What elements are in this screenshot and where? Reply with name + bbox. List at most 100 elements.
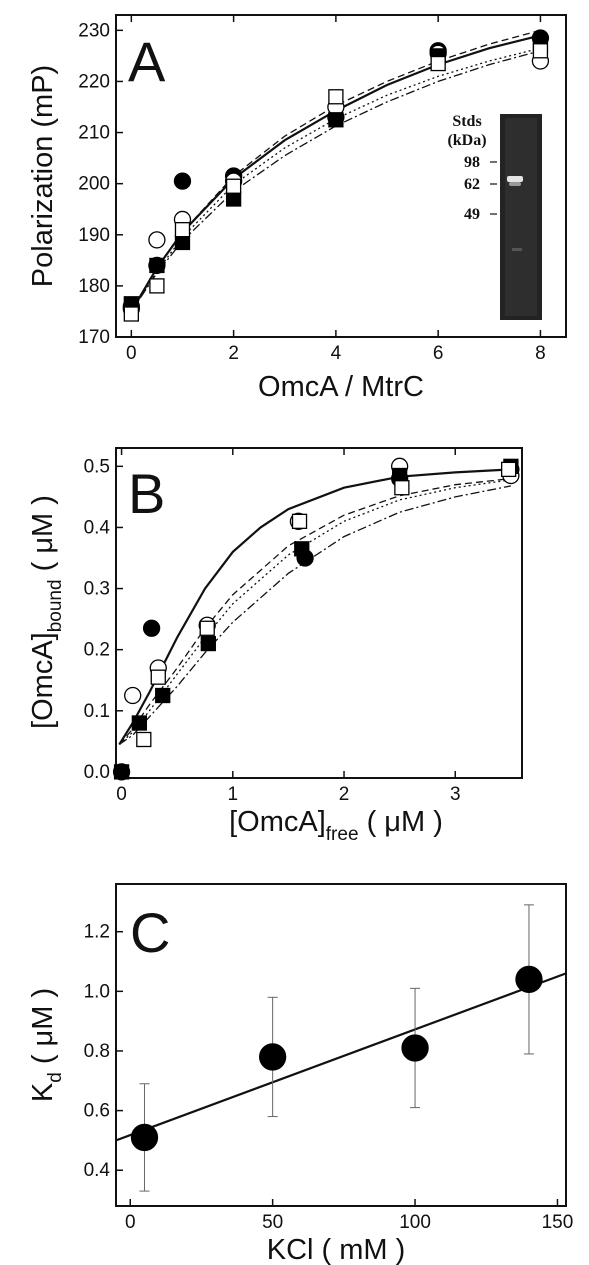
- panel-a-y-tick-label-0: 170: [78, 327, 110, 348]
- panel-b-point-filled-square: [294, 541, 310, 557]
- panel-a-y-tick-label-6: 230: [78, 20, 110, 41]
- panel-b-y-label-sub: bound: [45, 579, 66, 632]
- panel-a-point-open-square: [430, 55, 446, 72]
- panel-a: A 0 2 4 6 8 170 180 190 200 210 220 230 OmcA / MtrC…: [27, 14, 567, 403]
- panel-b-fit-dashed: [118, 477, 511, 745]
- panel-a-point-open-circle: [148, 231, 166, 249]
- panel-a-point-open-square: [174, 222, 191, 238]
- panel-b-x-tick-label-0: 0: [116, 784, 127, 805]
- panel-a-point-filled-circle: [173, 172, 192, 190]
- panel-c-y-label-sub: d: [45, 1072, 66, 1083]
- panel-a-frame: [115, 14, 567, 338]
- gel-inset-unit: (kDa): [447, 132, 486, 149]
- gel-lane-inner: [505, 118, 537, 316]
- panel-b-fit-dashdot: [118, 485, 512, 745]
- panel-a-data-points: [122, 29, 550, 322]
- panel-a-letter: A: [128, 30, 166, 93]
- gel-faint-band: [512, 248, 522, 251]
- panel-a-x-tick-label-0: 0: [126, 343, 137, 364]
- panel-a-point-open-square: [328, 89, 344, 105]
- panel-b-point-open-square: [150, 669, 166, 685]
- panel-a-y-tick-label-3: 200: [78, 174, 110, 195]
- panel-b-y-tick-label-5: 0.5: [84, 456, 110, 477]
- panel-c-y-tick-label-4: 1.2: [84, 922, 110, 943]
- panel-b-point-filled-square: [155, 687, 171, 704]
- panel-a-point-open-square: [225, 178, 242, 194]
- panel-c-y-tick-label-1: 0.6: [84, 1101, 110, 1122]
- panel-a-ticks: 0 2 4 6 8 170 180 190 200 210 220 230: [78, 15, 546, 364]
- panel-b-point-open-square: [136, 731, 152, 748]
- panel-b-point-open-square: [501, 461, 517, 478]
- panel-a-y-axis-label: Polarization (mP): [27, 65, 59, 287]
- panel-a-point-filled-square: [174, 234, 191, 251]
- panel-a-point-filled-square: [149, 257, 165, 274]
- panel-b-x-axis-label: [OmcA]free ( μM ): [229, 806, 443, 845]
- panel-b-x-label-unit: ( μM ): [359, 806, 443, 838]
- panel-c-y-label-main: K: [27, 1082, 59, 1102]
- panel-a-y-tick-label-1: 180: [78, 276, 110, 297]
- panel-c-point-filled-circle: [130, 1123, 159, 1152]
- panel-b-frame: [115, 447, 523, 779]
- panel-a-point-filled-square: [328, 112, 344, 128]
- panel-b-letter: B: [128, 462, 165, 525]
- panel-c-y-axis-label: Kd ( μM ): [27, 988, 66, 1102]
- panel-a-y-tick-label-4: 210: [78, 123, 110, 144]
- panel-a-point-open-square: [149, 278, 165, 294]
- panel-a-fit-dashed: [130, 29, 541, 312]
- gel-marker-98: 98: [464, 154, 480, 171]
- panel-b-y-axis-label: [OmcA]bound ( μM ): [27, 495, 66, 729]
- panel-b-point-filled-square: [200, 635, 216, 652]
- panel-b-x-tick-label-3: 3: [450, 784, 461, 805]
- panel-c-y-tick-label-0: 0.4: [84, 1160, 111, 1181]
- panel-c-y-tick-label-3: 1.0: [84, 981, 110, 1002]
- gel-band-shadow: [509, 182, 521, 186]
- panel-a-point-open-square: [123, 306, 139, 322]
- panel-b-fit-solid: [118, 468, 511, 745]
- panel-b-y-tick-label-1: 0.1: [84, 701, 110, 722]
- panel-c-frame: [115, 883, 567, 1207]
- panel-b-y-label-unit: ( μM ): [27, 495, 59, 579]
- panel-c-ticks: 0 50 100 150 0.4 0.6 0.8 1.0 1.2: [84, 922, 574, 1233]
- panel-a-x-axis-label: OmcA / MtrC: [258, 371, 424, 403]
- gel-band: [507, 176, 523, 182]
- panel-b-y-tick-label-0: 0.0: [84, 762, 110, 783]
- panel-b-x-label-sub: free: [326, 824, 359, 845]
- panel-b: B 0 1 2 30.00.10.20.30.40.5 [OmcA]free ( μM…: [27, 447, 523, 845]
- panel-b-y-tick-label-3: 0.3: [84, 579, 110, 600]
- panel-b-point-open-square: [291, 513, 308, 529]
- panel-b-ticks: 0 1 2 3 0.0 0.1 0.2 0.3 0.4 0.5: [84, 448, 461, 805]
- panel-c-point-filled-circle: [515, 965, 543, 994]
- panel-c-x-tick-label-2: 100: [399, 1212, 431, 1233]
- panel-b-y-tick-label-2: 0.2: [84, 640, 110, 661]
- panel-b-y-label-main: [OmcA]: [27, 632, 59, 729]
- panel-a-x-tick-label-4: 8: [535, 343, 546, 364]
- panel-a-fit-dashdot: [130, 50, 541, 312]
- panel-c-fit-line: [115, 972, 567, 1142]
- panel-b-x-tick-label-1: 1: [228, 784, 239, 805]
- panel-a-point-filled-square: [225, 191, 242, 207]
- panel-c-x-tick-label-0: 0: [125, 1212, 136, 1233]
- panel-b-point-filled-square: [113, 764, 130, 780]
- panel-c-x-tick-label-1: 50: [262, 1212, 283, 1233]
- panel-b-point-filled-circle: [142, 619, 161, 637]
- panel-b-point-open-square: [199, 620, 215, 636]
- panel-b-point-open-circle: [124, 686, 142, 705]
- panel-c-fit-solid: [115, 972, 567, 1142]
- gel-inset-title: Stds: [452, 113, 481, 130]
- panel-b-y-tick-label-4: 0.4: [84, 517, 111, 538]
- panel-a-point-open-square: [532, 43, 549, 59]
- gel-marker-62: 62: [464, 176, 480, 193]
- panel-c-y-label-unit: ( μM ): [27, 988, 59, 1072]
- panel-a-y-tick-label-2: 190: [78, 225, 110, 246]
- panel-c: C 0 50 100 150 0.4 0.6 0.8 1.0 1.2 KCl ( mM ) Kd…: [27, 883, 574, 1265]
- panel-a-x-tick-label-1: 2: [228, 343, 239, 364]
- panel-a-fit-curves: [130, 29, 541, 312]
- gel-marker-49: 49: [464, 206, 480, 223]
- panel-a-x-tick-label-3: 6: [433, 343, 444, 364]
- panel-c-x-axis-label: KCl ( mM ): [267, 1234, 406, 1265]
- panel-a-fit-dotted: [130, 47, 541, 312]
- panel-b-point-filled-square: [131, 715, 148, 731]
- panel-c-point-filled-circle: [401, 1034, 429, 1062]
- panel-c-data-points: [130, 904, 543, 1192]
